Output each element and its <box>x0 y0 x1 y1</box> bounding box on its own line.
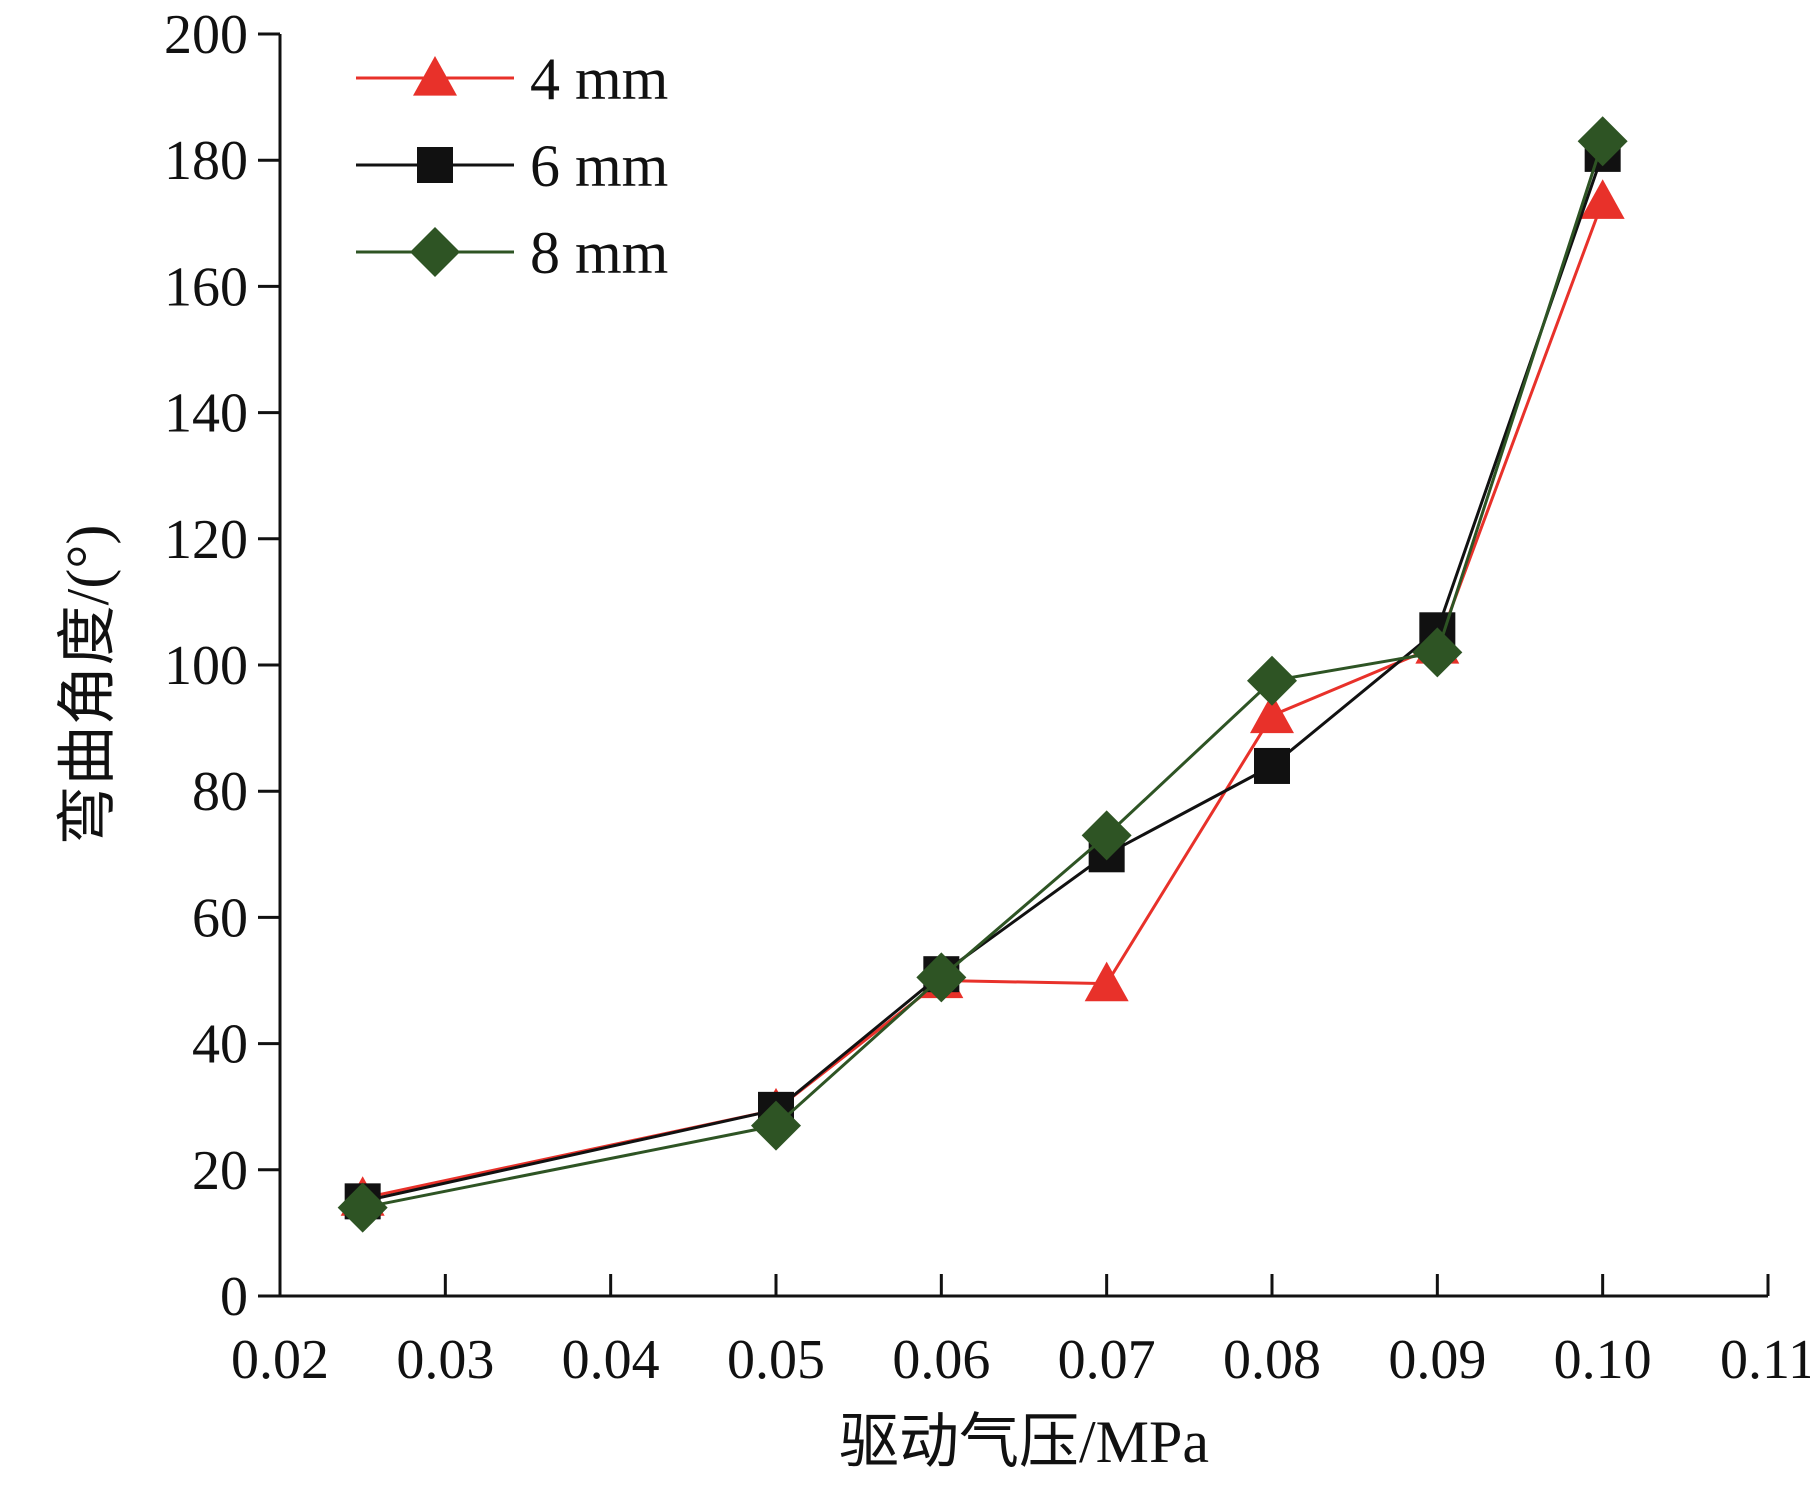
legend-item: 6 mm <box>356 133 668 199</box>
legend-label: 8 mm <box>530 220 668 286</box>
x-tick-label: 0.10 <box>1554 1329 1652 1391</box>
series-line <box>362 200 1605 1200</box>
legend-label: 4 mm <box>530 46 668 112</box>
x-tick-label: 0.05 <box>727 1329 825 1391</box>
legend-item: 4 mm <box>356 46 668 112</box>
legend: 4 mm 6 mm 8 mm <box>356 46 668 286</box>
x-tick-label: 0.02 <box>231 1329 329 1391</box>
y-tick-label: 60 <box>192 887 248 949</box>
data-point-diamond <box>1412 627 1463 678</box>
y-tick-label: 20 <box>192 1140 248 1202</box>
y-tick-label: 140 <box>164 383 248 445</box>
series-line <box>362 140 1605 1210</box>
y-ticks: 0 20 40 60 80 100 120 140 160 180 200 <box>164 4 280 1328</box>
y-tick-label: 100 <box>164 635 248 697</box>
y-tick-label: 180 <box>164 130 248 192</box>
x-axis-title: 驱动气压/MPa <box>839 1409 1209 1475</box>
data-point-diamond <box>1577 116 1628 167</box>
data-point-diamond <box>916 952 967 1003</box>
series-diamond <box>337 116 1628 1233</box>
y-axis-title: 弯曲角度/(°) <box>55 525 121 846</box>
data-point-triangle <box>1580 179 1625 219</box>
x-tick-label: 0.08 <box>1223 1329 1321 1391</box>
y-tick-label: 0 <box>220 1266 248 1328</box>
series-layer <box>337 116 1628 1233</box>
y-tick-label: 120 <box>164 509 248 571</box>
y-tick-label: 40 <box>192 1014 248 1076</box>
series-line <box>362 153 1605 1203</box>
data-point-diamond <box>1247 655 1297 706</box>
legend-label: 6 mm <box>530 133 668 199</box>
x-tick-label: 0.11 <box>1720 1329 1810 1391</box>
legend-marker-square <box>417 147 453 183</box>
data-point-diamond <box>1081 810 1132 861</box>
y-tick-label: 160 <box>164 256 248 318</box>
axes: 0 20 40 60 80 100 120 140 160 180 200 0.02 0.03 0.04… <box>164 4 1810 1391</box>
legend-marker-triangle <box>413 56 457 96</box>
series-square <box>344 135 1621 1220</box>
legend-marker-diamond <box>410 227 460 277</box>
data-point-diamond <box>337 1182 388 1233</box>
series-triangle <box>340 179 1625 1216</box>
x-ticks: 0.02 0.03 0.04 0.05 0.06 0.07 0.08 0.09 0.10 0.11 <box>231 1274 1810 1391</box>
x-tick-label: 0.07 <box>1058 1329 1156 1391</box>
data-point-square <box>1254 747 1290 784</box>
x-tick-label: 0.09 <box>1388 1329 1486 1391</box>
x-tick-label: 0.03 <box>396 1329 494 1391</box>
data-point-diamond <box>751 1100 801 1151</box>
y-tick-label: 200 <box>164 4 248 66</box>
data-point-triangle <box>1250 693 1294 734</box>
data-point-triangle <box>1084 961 1129 1002</box>
legend-item: 8 mm <box>356 220 668 286</box>
x-tick-label: 0.04 <box>562 1329 660 1391</box>
x-tick-label: 0.06 <box>892 1329 990 1391</box>
y-tick-label: 80 <box>192 761 248 823</box>
